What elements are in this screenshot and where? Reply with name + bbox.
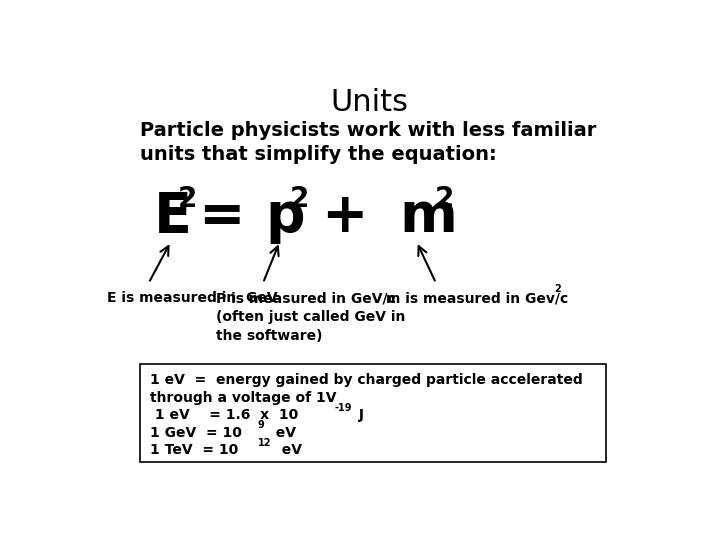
Text: E: E [154,190,192,244]
Text: P is measured in GeV/c
(often just called GeV in
the software): P is measured in GeV/c (often just calle… [215,292,405,343]
Text: 1 eV    = 1.6  x  10: 1 eV = 1.6 x 10 [150,408,299,422]
Text: -19: -19 [334,403,352,413]
Text: Particle physicists work with less familiar
units that simplify the equation:: Particle physicists work with less famil… [140,121,597,164]
Text: 1 GeV  = 10: 1 GeV = 10 [150,426,242,440]
Text: 2: 2 [289,185,309,213]
Text: 2: 2 [554,284,561,294]
Text: J: J [354,408,364,422]
Text: =: = [198,190,244,244]
FancyBboxPatch shape [140,364,606,462]
Text: m is measured in Gev/c: m is measured in Gev/c [386,292,568,306]
Text: 1 eV  =  energy gained by charged particle accelerated: 1 eV = energy gained by charged particle… [150,373,583,387]
Text: Units: Units [330,87,408,117]
Text: 12: 12 [258,438,271,448]
Text: eV: eV [272,443,302,457]
Text: 9: 9 [258,420,265,430]
Text: 2: 2 [435,185,454,213]
Text: E is measured in  GeV: E is measured in GeV [107,292,277,306]
Text: +: + [320,190,367,244]
Text: through a voltage of 1V: through a voltage of 1V [150,391,337,405]
Text: 1 TeV  = 10: 1 TeV = 10 [150,443,238,457]
Text: eV: eV [266,426,297,440]
Text: p: p [266,190,305,244]
Text: 2: 2 [178,185,197,213]
Text: m: m [400,190,458,244]
